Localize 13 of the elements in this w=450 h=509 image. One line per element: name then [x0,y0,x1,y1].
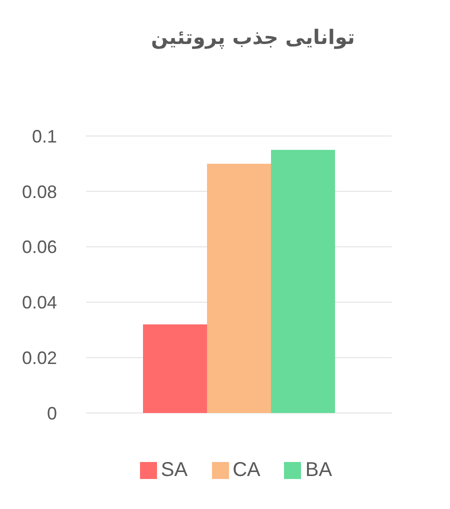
y-tick-label: 0.08 [22,182,57,202]
bar [271,150,335,413]
y-tick-label: 0.02 [22,348,57,368]
bar [143,324,207,413]
y-tick-label: 0.06 [22,237,57,258]
y-tick-label: 0 [46,403,57,424]
legend-label: CA [232,459,260,481]
bar [207,164,271,413]
y-tick-label: 0.1 [32,126,57,146]
legend-label: BA [305,459,332,481]
y-tick-label: 0.04 [22,292,57,313]
legend-label: SA [160,459,188,481]
chart-title: توانایی جذب پروتئین [150,25,356,49]
